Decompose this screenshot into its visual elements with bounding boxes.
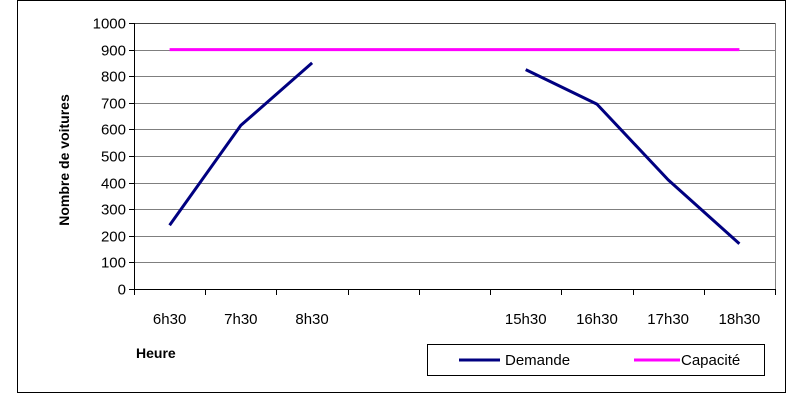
- legend-label-capacite: Capacité: [681, 352, 740, 369]
- y-tick-label: 700: [101, 96, 126, 113]
- y-axis-title: Nombre de voitures: [56, 94, 72, 226]
- tick-labels: 0 100 200 300 400 500 600 700 800 900 1000 6h30 7h30…: [93, 16, 761, 329]
- y-tick-label: 500: [101, 149, 126, 166]
- x-tick-label: 7h30: [224, 311, 257, 328]
- y-tick-label: 900: [101, 43, 126, 60]
- y-tick-label: 0: [118, 282, 126, 299]
- y-tick-label: 200: [101, 229, 126, 246]
- x-tick-label: 18h30: [719, 311, 761, 328]
- series-lines: [168, 48, 741, 245]
- legend: Demande Capacité: [427, 344, 765, 376]
- y-tick-label: 1000: [93, 16, 126, 33]
- x-tick-label: 16h30: [576, 311, 618, 328]
- x-tick-label: 6h30: [153, 311, 186, 328]
- series-line-demande: [168, 61, 314, 227]
- series-line-demande: [525, 68, 741, 245]
- x-tick-label: 17h30: [647, 311, 689, 328]
- y-tick-label: 300: [101, 202, 126, 219]
- y-tick-label: 800: [101, 69, 126, 86]
- axes: [129, 23, 776, 295]
- x-tick-label: 8h30: [295, 311, 328, 328]
- x-tick-label: 15h30: [505, 311, 547, 328]
- x-axis-title: Heure: [136, 345, 176, 361]
- legend-label-demande: Demande: [505, 352, 570, 369]
- y-tick-label: 600: [101, 122, 126, 139]
- y-tick-label: 100: [101, 255, 126, 272]
- y-tick-label: 400: [101, 176, 126, 193]
